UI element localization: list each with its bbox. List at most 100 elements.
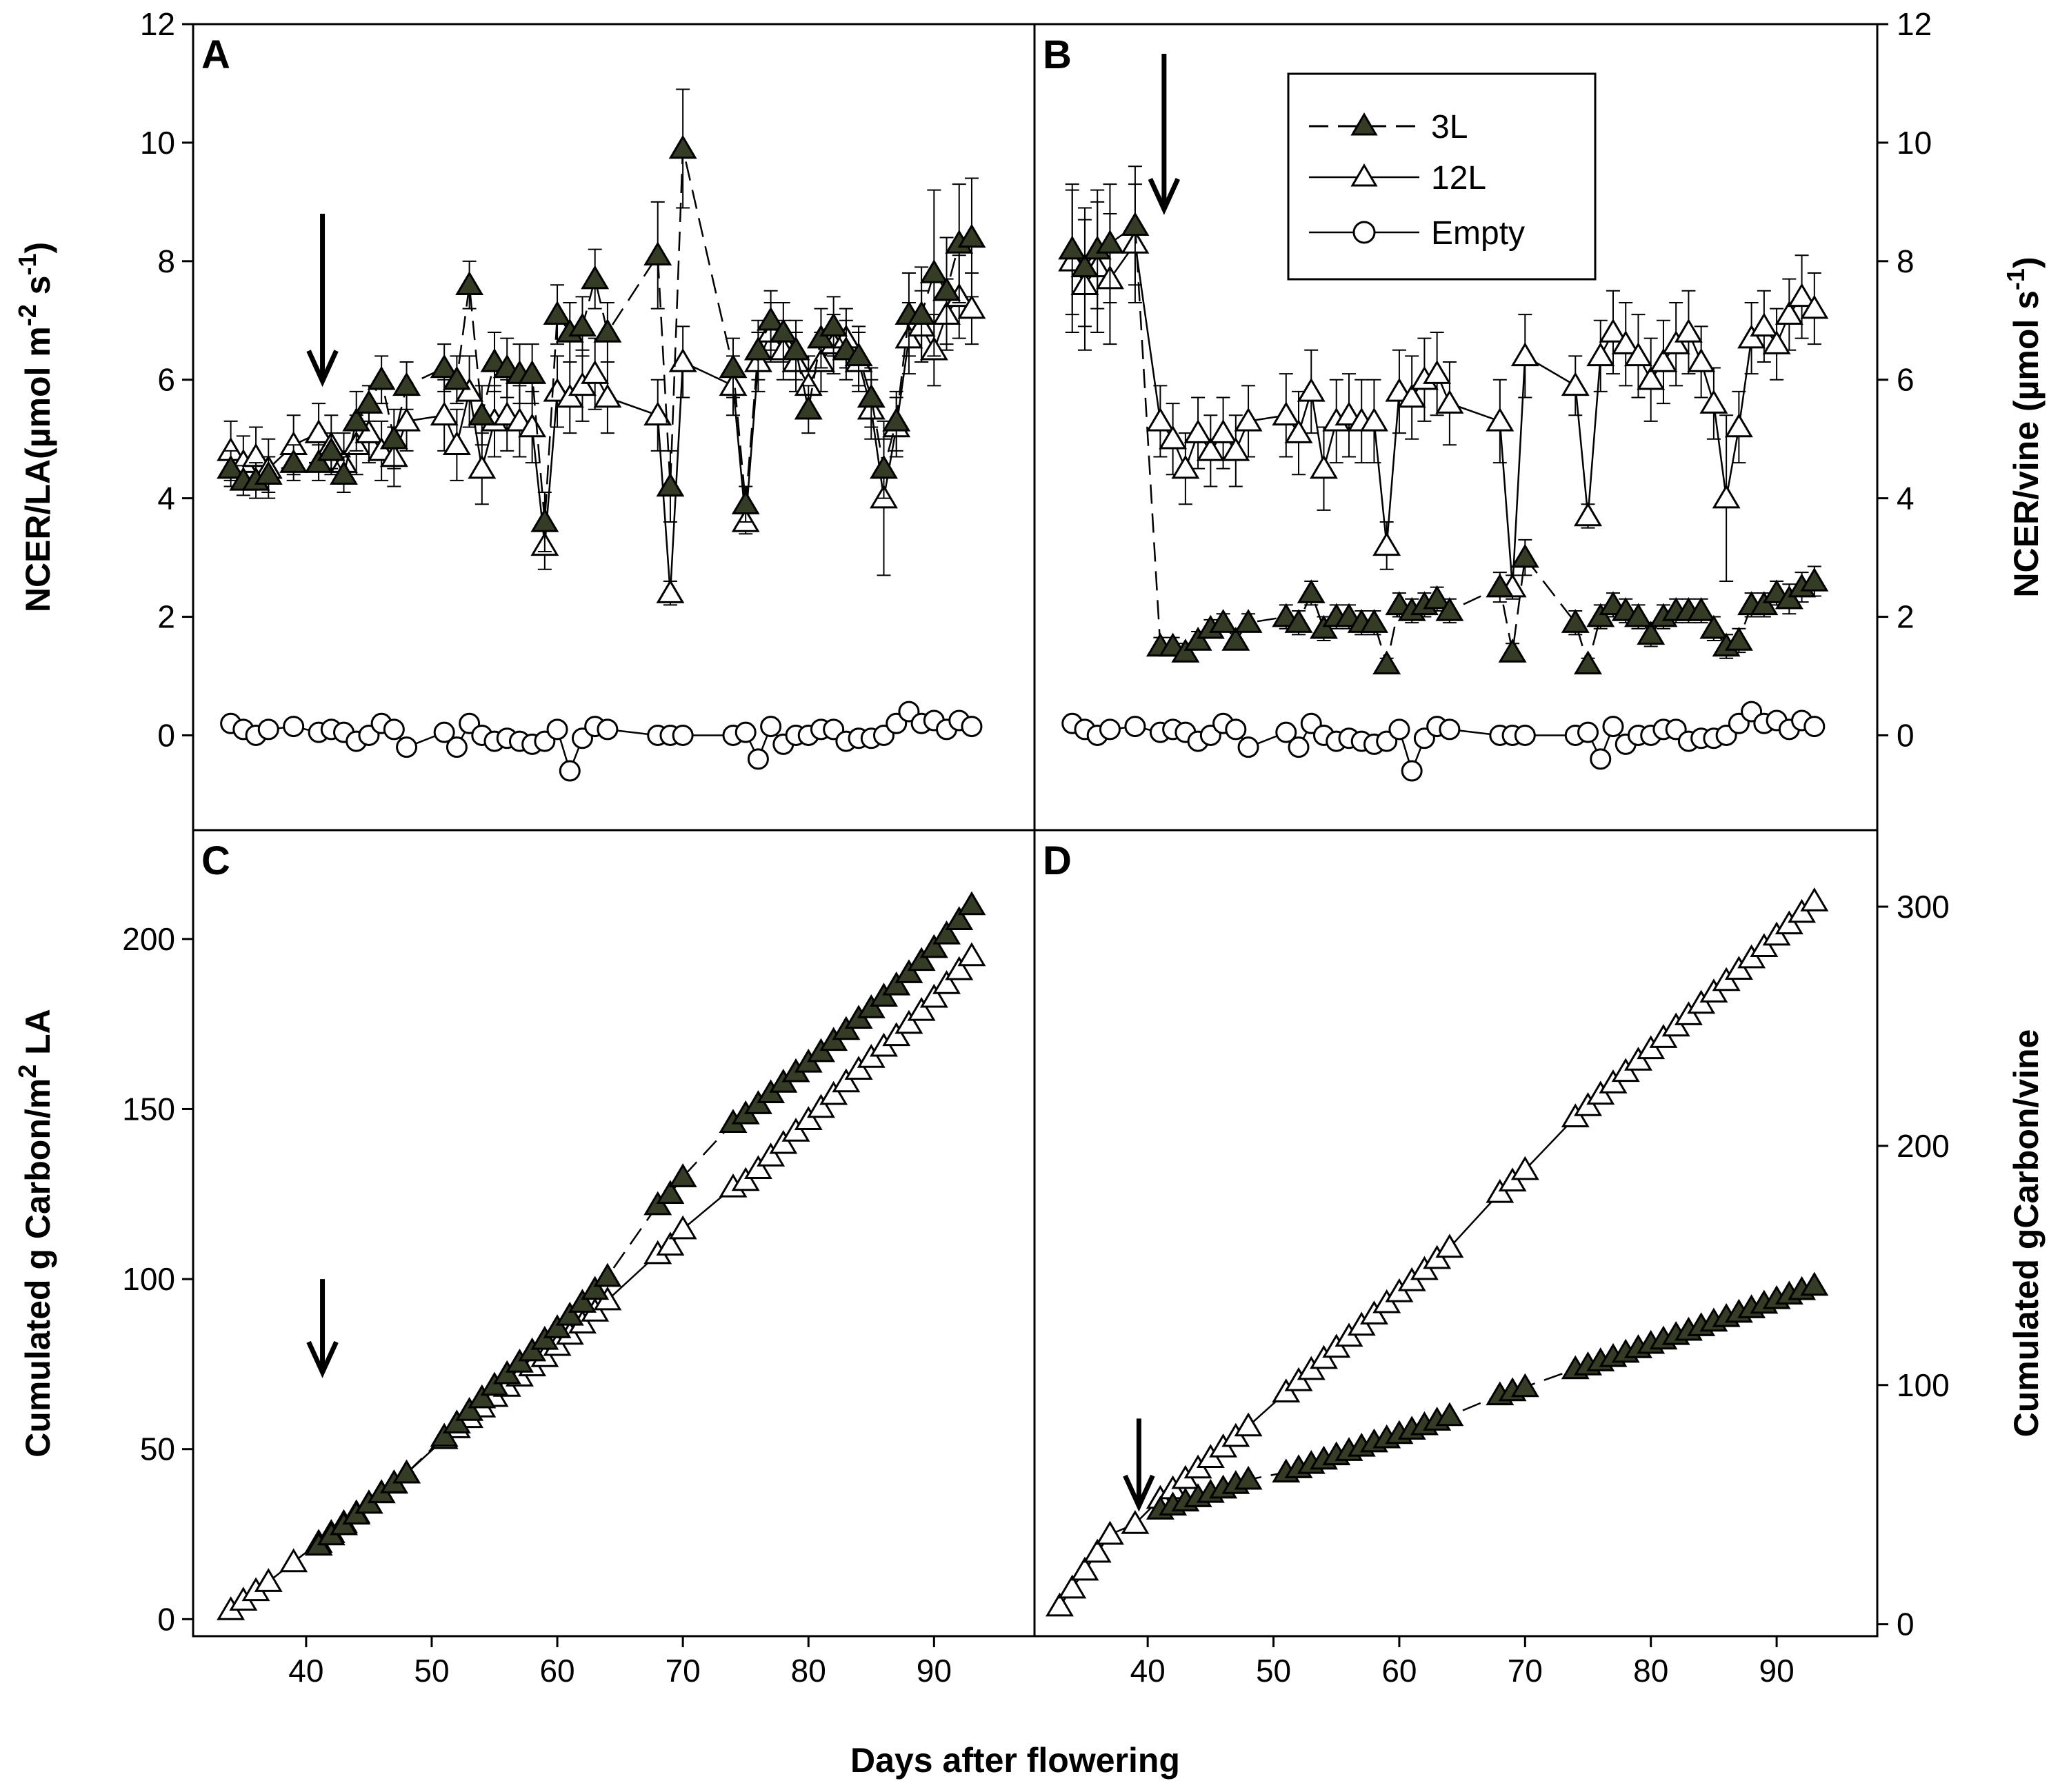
data-point-12l	[1788, 283, 1817, 308]
data-point-12l	[1510, 1156, 1539, 1180]
y-tick-label-a: 4	[157, 481, 175, 516]
legend-marker-empty	[1352, 221, 1376, 244]
data-point-3l	[1510, 543, 1539, 568]
data-point-12l	[354, 419, 383, 443]
data-point-12l	[1435, 1234, 1464, 1258]
x-tick-label-c: 80	[791, 1653, 826, 1689]
data-point-3l	[945, 906, 974, 930]
data-point-12l	[1435, 390, 1464, 414]
data-point-12l	[1750, 312, 1779, 337]
data-point-3l	[593, 1262, 622, 1287]
legend: 3L 12L Empty	[1287, 72, 1597, 281]
data-point-12l	[1649, 348, 1678, 372]
arrow-head-c	[306, 1340, 339, 1378]
data-point-empty	[1237, 736, 1259, 758]
data-point-3l	[1234, 1465, 1263, 1490]
data-point-12l	[668, 348, 697, 372]
y-tick-label-b: 12	[1897, 6, 1932, 42]
panel-label-c: C	[201, 838, 230, 883]
data-point-12l	[945, 956, 974, 980]
data-point-3l	[392, 1459, 421, 1484]
data-point-3l	[480, 1371, 509, 1396]
data-point-3l	[279, 449, 308, 473]
data-point-12l	[1699, 978, 1728, 1003]
data-point-3l	[643, 241, 672, 265]
y-tick-label-a: 12	[140, 6, 175, 42]
data-point-3l	[1095, 230, 1124, 254]
y-tick-label-b: 4	[1897, 481, 1915, 516]
data-point-3l	[581, 1276, 610, 1300]
data-point-12l	[1800, 887, 1829, 912]
data-point-12l	[844, 1056, 873, 1080]
data-point-empty	[672, 724, 694, 746]
data-point-3l	[304, 449, 333, 473]
data-point-empty	[559, 760, 581, 782]
y-axis-label-a-mid: s	[19, 276, 57, 305]
data-point-12l	[1574, 502, 1602, 527]
data-point-3l	[656, 1180, 685, 1205]
data-point-3l	[1372, 650, 1401, 675]
data-point-empty	[1225, 718, 1247, 741]
y-axis-label-b-sup1: -1	[2001, 268, 2030, 290]
data-point-3l	[870, 454, 898, 479]
data-point-3l	[1284, 609, 1313, 633]
data-point-12l	[593, 383, 622, 408]
data-point-3l	[342, 407, 371, 432]
data-point-12l	[1800, 294, 1829, 319]
data-point-empty	[433, 721, 455, 743]
data-point-empty	[1514, 724, 1536, 746]
data-point-3l	[392, 372, 421, 396]
data-point-3l	[1070, 253, 1099, 278]
data-point-12l	[757, 1142, 786, 1167]
arrow-annotation-a	[306, 214, 339, 387]
data-point-3l	[819, 312, 848, 337]
data-point-12l	[254, 1568, 283, 1592]
data-point-3l	[468, 401, 497, 426]
data-point-12l	[1649, 1024, 1678, 1048]
data-point-3l	[354, 390, 383, 414]
data-point-3l	[468, 1384, 497, 1409]
data-point-12l	[1623, 342, 1652, 367]
data-point-12l	[1297, 377, 1326, 402]
x-tick-label-d: 80	[1633, 1653, 1668, 1689]
data-point-12l	[581, 360, 610, 384]
y-axis-c: 0 50 100 150 200	[122, 921, 193, 1637]
series-3l-d	[1146, 1271, 1829, 1520]
data-point-12l	[1724, 956, 1753, 980]
data-point-12l	[304, 419, 333, 443]
data-point-3l	[1687, 597, 1716, 621]
error-bars-12l-a	[223, 254, 979, 606]
data-point-12l	[731, 1167, 760, 1191]
data-point-3l	[857, 994, 886, 1018]
y-axis-label-c-end: LA	[19, 1009, 57, 1065]
data-point-12l	[1159, 425, 1188, 450]
data-point-12l	[1750, 933, 1779, 958]
legend-item-empty: Empty	[1309, 215, 1525, 252]
data-point-12l	[656, 1231, 685, 1256]
data-point-12l	[1234, 1412, 1263, 1437]
x-tick-label-d: 60	[1381, 1653, 1417, 1689]
data-point-12l	[1611, 330, 1640, 354]
data-point-3l	[217, 454, 246, 479]
data-point-3l	[731, 490, 760, 515]
y-tick-label-a: 2	[157, 599, 175, 635]
data-point-12l	[919, 983, 948, 1008]
y-tick-label-d: 200	[1897, 1128, 1950, 1164]
data-point-12l	[1737, 324, 1766, 349]
data-point-12l	[1775, 910, 1803, 935]
data-point-12l	[957, 942, 986, 967]
x-axis-d: 40 50 60 70 80 90	[1130, 1636, 1795, 1689]
y-tick-label-d: 0	[1897, 1607, 1915, 1642]
data-point-3l	[1209, 609, 1238, 633]
data-point-3l	[769, 319, 798, 343]
data-point-12l	[819, 1080, 848, 1105]
arrow-annotation-c	[306, 1279, 339, 1378]
data-point-12l	[279, 1548, 308, 1573]
panel-d-frame	[1033, 829, 1879, 1638]
y-tick-label-d: 300	[1897, 889, 1950, 925]
data-point-3l	[957, 223, 986, 248]
data-point-12l	[1687, 348, 1716, 372]
panel-label-a: A	[201, 32, 230, 77]
data-point-12l	[1171, 454, 1200, 479]
